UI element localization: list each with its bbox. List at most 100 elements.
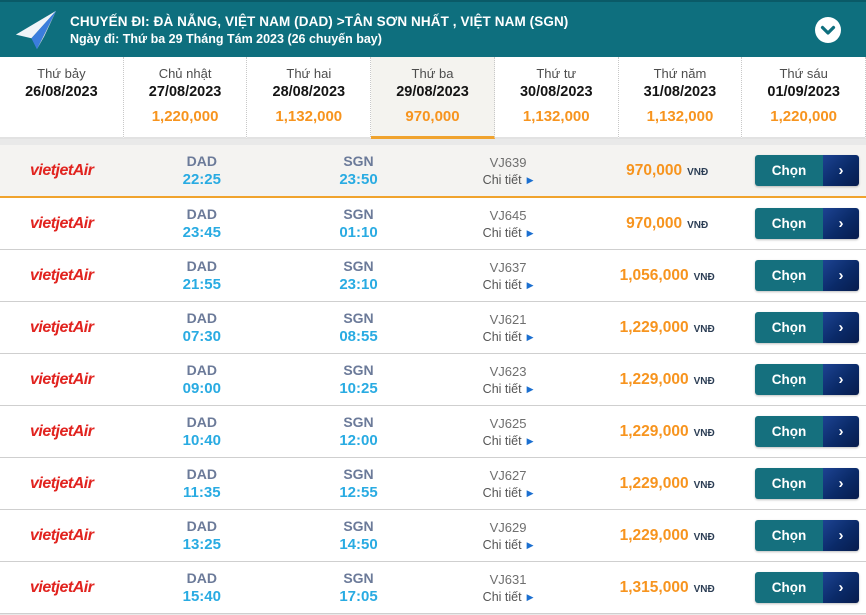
select-flight-button[interactable]: Chọn › xyxy=(755,416,859,447)
departure-cell: DAD 22:25 xyxy=(123,153,280,188)
flight-row: vietjetAir DAD 09:00 SGN 10:25 VJ623 Chi… xyxy=(0,354,866,406)
arrow-right-icon: ▶ xyxy=(526,487,534,498)
flight-number: VJ631 xyxy=(489,571,527,587)
departure-time: 22:25 xyxy=(182,171,221,188)
collapse-button[interactable] xyxy=(814,16,842,44)
select-label: Chọn xyxy=(755,416,823,447)
detail-label: Chi tiết xyxy=(482,485,522,500)
departure-time: 23:45 xyxy=(182,224,221,241)
arrival-cell: SGN 12:00 xyxy=(280,414,437,449)
date-tab[interactable]: Thứ năm 31/08/2023 1,132,000 xyxy=(618,57,743,139)
select-label: Chọn xyxy=(755,155,823,186)
select-flight-button[interactable]: Chọn › xyxy=(755,364,859,395)
select-label: Chọn xyxy=(755,520,823,551)
day-date: 28/08/2023 xyxy=(272,84,346,100)
day-lowest-price: 1,220,000 xyxy=(151,108,219,125)
day-lowest-price xyxy=(0,108,123,125)
flight-row: vietjetAir DAD 21:55 SGN 23:10 VJ637 Chi… xyxy=(0,250,866,302)
detail-link[interactable]: Chi tiết ▶ xyxy=(483,330,534,344)
select-flight-button[interactable]: Chọn › xyxy=(755,520,859,551)
arrival-time: 17:05 xyxy=(339,588,378,605)
day-date: 29/08/2023 xyxy=(396,84,469,100)
day-lowest-price: 1,220,000 xyxy=(770,108,838,125)
price-value: 1,229,000 xyxy=(619,422,689,440)
departure-time: 10:40 xyxy=(182,432,221,449)
date-tab[interactable]: Thứ tư 30/08/2023 1,132,000 xyxy=(494,57,619,139)
currency-label: VNĐ xyxy=(693,427,715,439)
select-flight-button[interactable]: Chọn › xyxy=(755,572,859,603)
price-value: 1,315,000 xyxy=(619,578,689,596)
detail-label: Chi tiết xyxy=(482,589,522,604)
departure-cell: DAD 21:55 xyxy=(123,258,280,293)
departure-time: 13:25 xyxy=(182,536,221,553)
chevron-right-icon: › xyxy=(823,312,859,343)
flight-row: vietjetAir DAD 15:40 SGN 17:05 VJ631 Chi… xyxy=(0,562,866,614)
departure-cell: DAD 23:45 xyxy=(123,206,280,241)
chevron-right-icon: › xyxy=(823,364,859,395)
arrow-right-icon: ▶ xyxy=(526,435,534,446)
currency-label: VNĐ xyxy=(693,271,715,283)
price-cell: 1,229,000 VNĐ xyxy=(579,527,755,545)
departure-cell: DAD 15:40 xyxy=(123,570,280,605)
day-date: 01/09/2023 xyxy=(767,84,840,100)
airline-cell: vietjetAir xyxy=(0,579,123,597)
arrival-cell: SGN 23:50 xyxy=(280,153,437,188)
departure-cell: DAD 11:35 xyxy=(123,466,280,501)
destination-code: SGN xyxy=(343,570,374,586)
select-flight-button[interactable]: Chọn › xyxy=(755,208,859,239)
detail-link[interactable]: Chi tiết ▶ xyxy=(483,226,534,240)
arrival-time: 01:10 xyxy=(339,224,378,241)
select-flight-button[interactable]: Chọn › xyxy=(755,260,859,291)
price-value: 1,229,000 xyxy=(619,474,689,492)
date-tab[interactable]: Thứ ba 29/08/2023 970,000 xyxy=(371,57,495,139)
arrival-cell: SGN 01:10 xyxy=(280,206,437,241)
action-cell: Chọn › xyxy=(755,468,866,499)
vietjet-air-logo: vietjetAir xyxy=(29,318,94,336)
day-lowest-price: 1,132,000 xyxy=(522,108,590,125)
departure-time: 09:00 xyxy=(182,380,221,397)
day-lowest-price: 970,000 xyxy=(405,108,460,125)
arrival-time: 14:50 xyxy=(339,536,378,553)
flight-row: vietjetAir DAD 11:35 SGN 12:55 VJ627 Chi… xyxy=(0,458,866,510)
select-flight-button[interactable]: Chọn › xyxy=(755,155,859,186)
arrival-cell: SGN 10:25 xyxy=(280,362,437,397)
detail-label: Chi tiết xyxy=(482,537,522,552)
detail-link[interactable]: Chi tiết ▶ xyxy=(483,434,534,448)
airline-cell: vietjetAir xyxy=(0,527,123,545)
detail-link[interactable]: Chi tiết ▶ xyxy=(483,382,534,396)
detail-link[interactable]: Chi tiết ▶ xyxy=(483,486,534,500)
date-tab[interactable]: Thứ hai 28/08/2023 1,132,000 xyxy=(247,57,372,139)
detail-link[interactable]: Chi tiết ▶ xyxy=(483,173,534,187)
trip-header: CHUYẾN ĐI: ĐÀ NẴNG, VIỆT NAM (DAD) >TÂN … xyxy=(0,0,866,57)
arrival-time: 23:50 xyxy=(339,171,378,188)
price-value: 970,000 xyxy=(626,161,683,179)
departure-time: 11:35 xyxy=(183,484,221,501)
date-tab[interactable]: Chủ nhật 27/08/2023 1,220,000 xyxy=(123,57,248,139)
vietjet-air-logo: vietjetAir xyxy=(29,422,94,440)
detail-link[interactable]: Chi tiết ▶ xyxy=(483,538,534,552)
select-flight-button[interactable]: Chọn › xyxy=(755,312,859,343)
flight-info-cell: VJ631 Chi tiết ▶ xyxy=(437,572,579,604)
currency-label: VNĐ xyxy=(693,583,715,595)
detail-link[interactable]: Chi tiết ▶ xyxy=(483,590,534,604)
select-label: Chọn xyxy=(755,260,823,291)
arrival-cell: SGN 23:10 xyxy=(280,258,437,293)
day-lowest-price: 1,132,000 xyxy=(275,108,343,125)
airline-cell: vietjetAir xyxy=(0,162,123,180)
date-tab[interactable]: Thứ bảy 26/08/2023 xyxy=(0,57,124,139)
detail-label: Chi tiết xyxy=(482,433,522,448)
airline-cell: vietjetAir xyxy=(0,475,123,493)
day-date: 27/08/2023 xyxy=(148,84,222,100)
detail-link[interactable]: Chi tiết ▶ xyxy=(483,278,534,292)
arrival-time: 12:55 xyxy=(339,484,378,501)
flight-number: VJ629 xyxy=(489,519,527,535)
trip-title: CHUYẾN ĐI: ĐÀ NẴNG, VIỆT NAM (DAD) >TÂN … xyxy=(70,13,569,29)
currency-label: VNĐ xyxy=(693,479,715,491)
vietjet-air-logo: vietjetAir xyxy=(29,266,94,284)
select-flight-button[interactable]: Chọn › xyxy=(755,468,859,499)
currency-label: VNĐ xyxy=(687,219,709,231)
flight-number: VJ623 xyxy=(489,363,527,379)
date-tab[interactable]: Thứ sáu 01/09/2023 1,220,000 xyxy=(742,57,866,139)
arrow-right-icon: ▶ xyxy=(526,174,534,185)
